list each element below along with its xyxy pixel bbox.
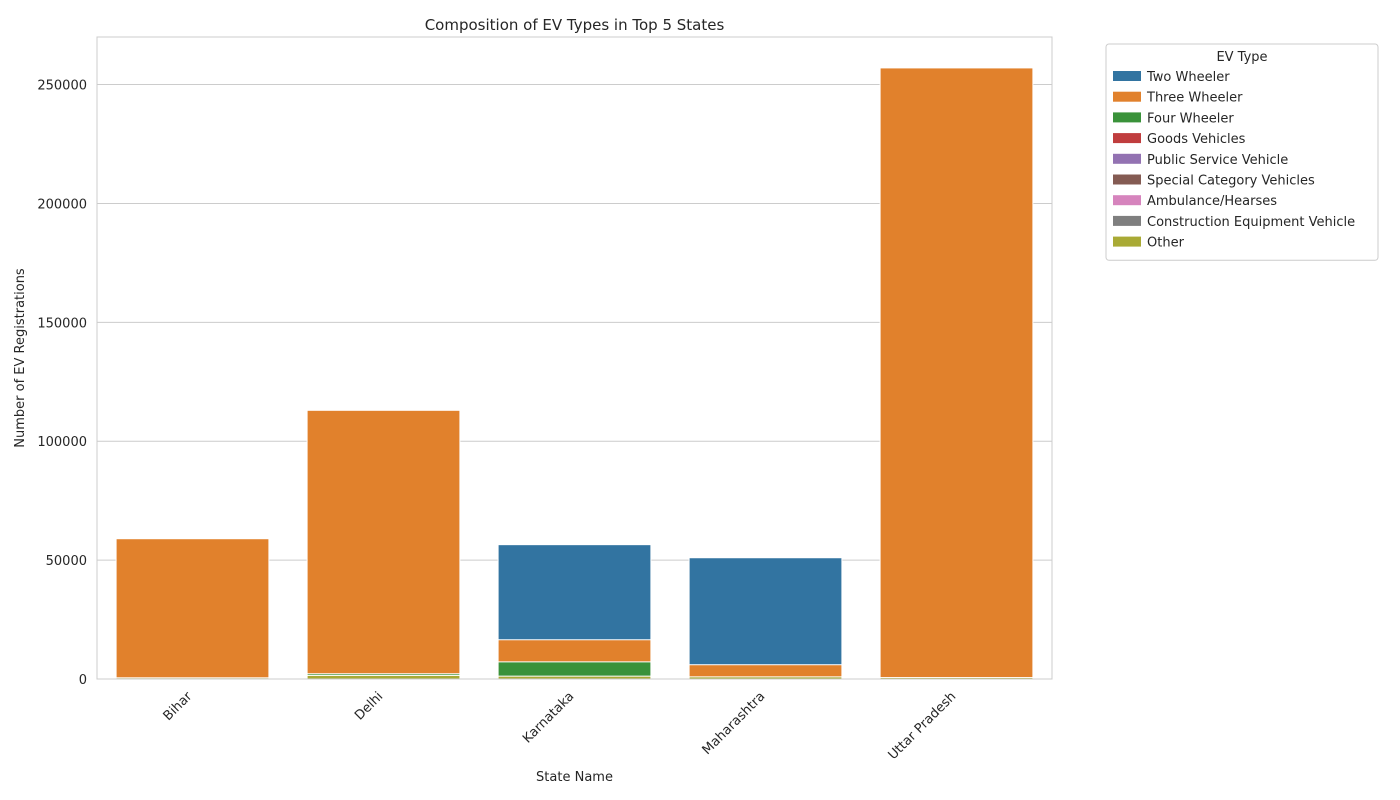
- x-tick-label: Delhi: [352, 689, 386, 723]
- legend-swatch: [1113, 133, 1141, 144]
- bar-three-wheeler-uttar-pradesh: [879, 67, 1034, 680]
- legend-label: Public Service Vehicle: [1147, 153, 1288, 168]
- y-tick-label: 150000: [37, 316, 87, 331]
- y-axis-title: Number of EV Registrations: [13, 268, 28, 448]
- legend-item: Goods Vehicles: [1113, 132, 1246, 147]
- legend-swatch: [1113, 236, 1141, 247]
- legend-box: [1105, 43, 1379, 261]
- bar-three-wheeler-delhi: [306, 409, 461, 680]
- y-tick-label: 250000: [37, 79, 87, 94]
- legend-item: Construction Equipment Vehicle: [1113, 215, 1355, 230]
- legend-item: Four Wheeler: [1113, 111, 1234, 126]
- legend-swatch: [1113, 195, 1141, 206]
- x-tick-label: Bihar: [161, 689, 196, 724]
- legend-swatch: [1113, 215, 1141, 226]
- y-tick-label: 100000: [37, 435, 87, 450]
- y-tick-label: 0: [79, 673, 87, 688]
- legend-swatch: [1113, 91, 1141, 102]
- bar-three-wheeler-bihar: [115, 538, 270, 680]
- legend: EV Type Two Wheeler Three Wheeler Four Whe…: [1105, 43, 1379, 261]
- bars: [115, 67, 1034, 680]
- legend-item: Three Wheeler: [1113, 91, 1243, 106]
- bar-two-wheeler-maharashtra: [688, 557, 843, 680]
- y-tick-labels: 0 50000 100000 150000 200000 250000: [37, 79, 87, 688]
- legend-label: Other: [1147, 236, 1185, 251]
- x-tick-labels: Bihar Delhi Karnataka Maharashtra Uttar Prad…: [161, 689, 960, 763]
- plot-area-frame: [96, 36, 1053, 680]
- bar-other-delhi: [306, 674, 461, 680]
- legend-item: Two Wheeler: [1113, 70, 1230, 85]
- legend-label: Three Wheeler: [1146, 91, 1243, 106]
- legend-item: Special Category Vehicles: [1113, 174, 1315, 189]
- legend-label: Goods Vehicles: [1147, 132, 1246, 147]
- x-tick-label: Uttar Pradesh: [886, 689, 960, 763]
- legend-title: EV Type: [1216, 50, 1267, 65]
- x-tick-label: Karnataka: [520, 689, 577, 746]
- legend-item: Public Service Vehicle: [1113, 153, 1288, 168]
- legend-label: Ambulance/Hearses: [1147, 194, 1277, 209]
- x-tick-label: Maharashtra: [700, 689, 769, 758]
- legend-swatch: [1113, 71, 1141, 81]
- legend-item: Ambulance/Hearses: [1113, 194, 1277, 209]
- legend-swatch: [1113, 174, 1141, 185]
- legend-items: Two Wheeler Three Wheeler Four Wheeler Good…: [1113, 70, 1355, 251]
- legend-swatch: [1113, 112, 1141, 123]
- legend-label: Two Wheeler: [1146, 70, 1230, 85]
- legend-label: Construction Equipment Vehicle: [1147, 215, 1355, 230]
- legend-label: Four Wheeler: [1147, 111, 1234, 126]
- y-tick-label: 50000: [46, 554, 87, 569]
- legend-item: Other: [1113, 236, 1185, 251]
- legend-swatch: [1113, 153, 1141, 164]
- legend-label: Special Category Vehicles: [1147, 174, 1315, 189]
- x-axis-title: State Name: [536, 770, 613, 785]
- chart-title: Composition of EV Types in Top 5 States: [425, 16, 725, 34]
- y-tick-label: 200000: [37, 197, 87, 212]
